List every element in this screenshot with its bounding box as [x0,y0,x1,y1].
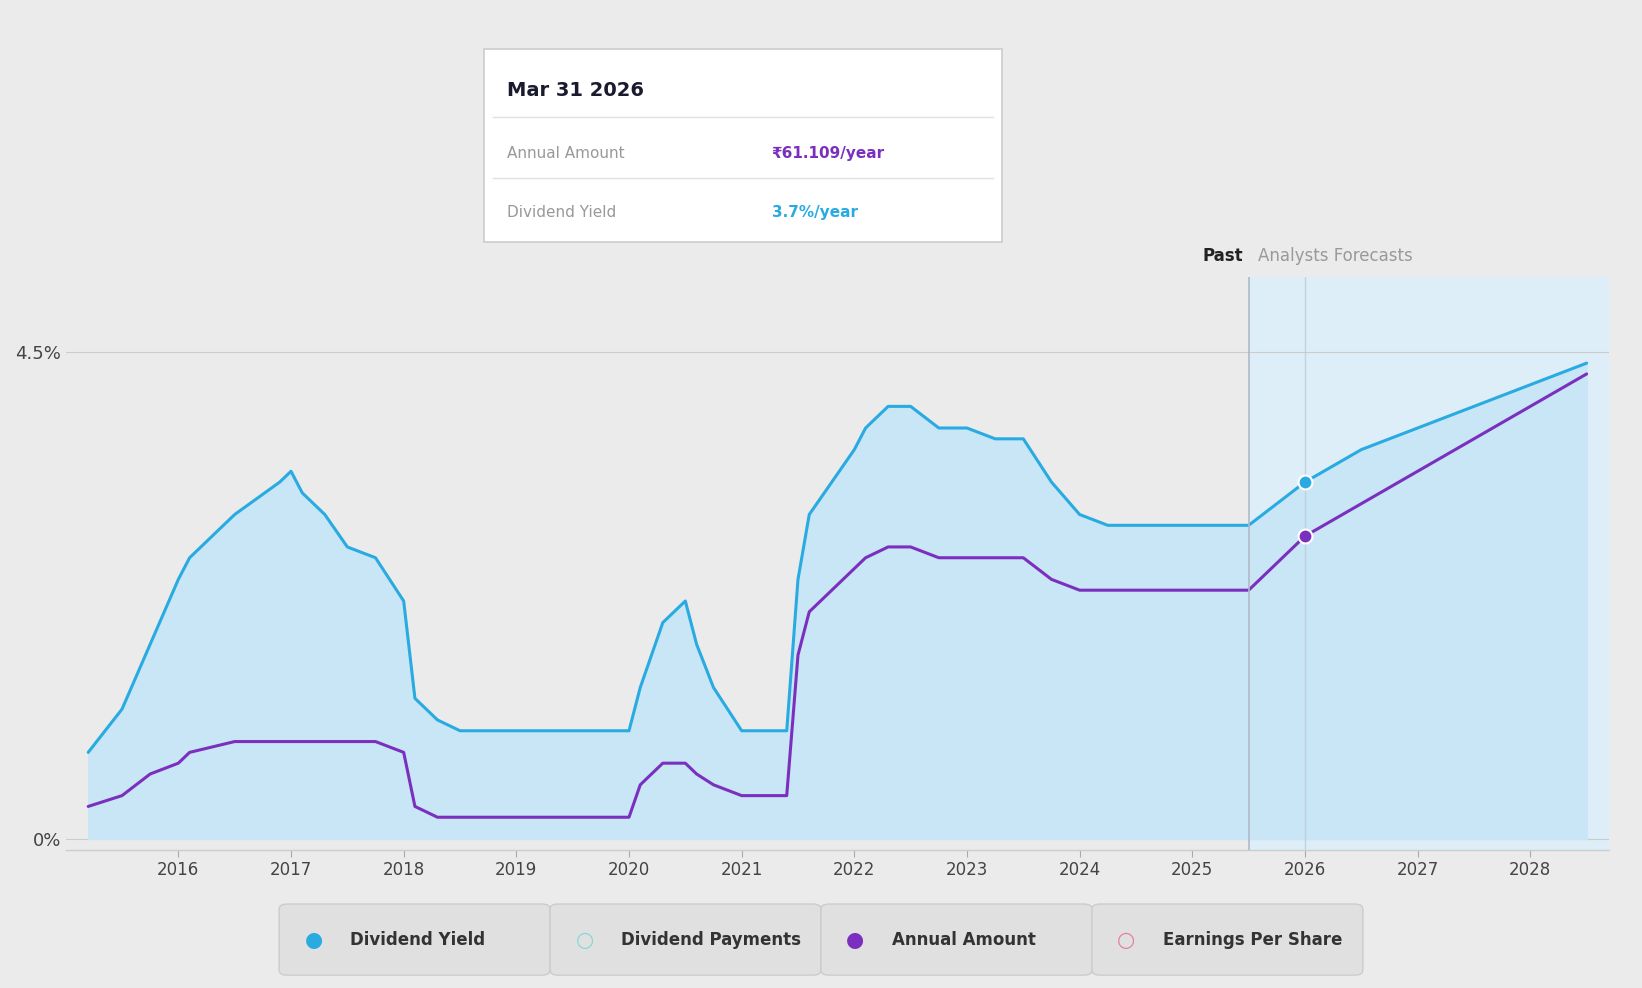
Text: 3.7%/year: 3.7%/year [772,205,857,220]
Text: Past: Past [1202,247,1243,265]
Text: ●: ● [304,930,323,949]
Text: Analysts Forecasts: Analysts Forecasts [1258,247,1412,265]
Text: Earnings Per Share: Earnings Per Share [1163,931,1342,948]
Text: Dividend Payments: Dividend Payments [621,931,801,948]
Text: ○: ○ [1117,930,1136,949]
Text: ●: ● [846,930,865,949]
Text: Dividend Yield: Dividend Yield [507,205,617,220]
Text: Dividend Yield: Dividend Yield [350,931,484,948]
Bar [1248,277,1609,850]
Text: ₹61.109/year: ₹61.109/year [772,145,885,161]
Text: Mar 31 2026: Mar 31 2026 [507,81,644,101]
Text: Annual Amount: Annual Amount [507,145,626,161]
Text: Annual Amount: Annual Amount [892,931,1036,948]
Text: ○: ○ [575,930,594,949]
